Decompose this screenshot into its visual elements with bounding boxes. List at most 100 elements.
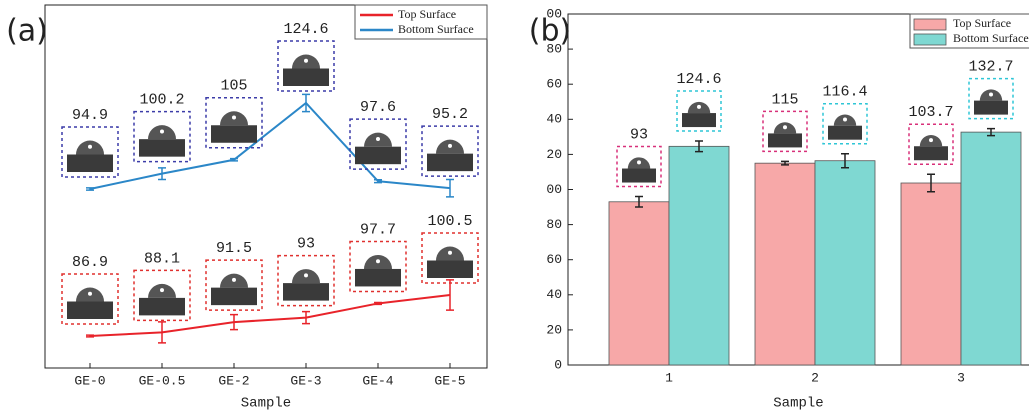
data-label: 124.6: [283, 21, 328, 38]
x-tick-label: 1: [665, 370, 673, 385]
drop-shine: [304, 59, 308, 63]
drop-shine: [697, 105, 701, 109]
drop-shine: [783, 125, 787, 129]
substrate: [139, 298, 185, 316]
substrate: [283, 69, 329, 87]
substrate: [67, 155, 113, 173]
data-label: 97.6: [360, 99, 396, 116]
data-label: 100.5: [427, 213, 472, 230]
drop-shine: [448, 251, 452, 255]
droplet-image: [763, 111, 807, 151]
legend-swatch: [914, 19, 946, 30]
drop-shine: [929, 138, 933, 142]
droplet-image: [350, 241, 406, 291]
bar: [961, 132, 1021, 365]
droplet-image: [350, 119, 406, 169]
substrate: [139, 139, 185, 157]
droplet-image: [62, 274, 118, 324]
substrate: [355, 269, 401, 287]
droplet-image: [206, 260, 262, 310]
x-tick-label: 2: [811, 370, 819, 385]
droplet-image: [909, 124, 953, 164]
droplet-image: [62, 127, 118, 177]
legend-label: Top Surface: [953, 16, 1011, 30]
drop-shine: [160, 129, 164, 133]
data-label: 93: [630, 126, 648, 143]
drop-shine: [989, 92, 993, 96]
y-tick-label: 80: [546, 217, 562, 232]
droplet-image: [422, 233, 478, 283]
data-label: 95.2: [432, 106, 468, 123]
substrate: [427, 154, 473, 172]
droplet-image: [422, 126, 478, 176]
x-tick-label: GE-2: [218, 373, 249, 388]
x-axis-label: Sample: [773, 396, 823, 411]
substrate: [914, 146, 948, 160]
droplet-image: [823, 104, 867, 144]
panel-label: (a): [6, 14, 48, 49]
droplet-image: [278, 256, 334, 306]
y-tick-label: 20: [546, 147, 562, 162]
error-bar: [302, 94, 310, 111]
y-tick-label: 0: [554, 357, 562, 372]
y-tick-label: 00: [546, 182, 562, 197]
y-tick-label: 80: [546, 42, 562, 57]
data-label: 97.7: [360, 221, 396, 238]
x-tick-label: GE-0: [74, 373, 105, 388]
legend-label: Bottom Surface: [398, 22, 474, 36]
substrate: [427, 261, 473, 279]
bar: [609, 202, 669, 365]
y-tick-label: 00: [546, 6, 562, 21]
bar: [755, 163, 815, 365]
data-label: 88.1: [144, 250, 180, 267]
substrate: [211, 288, 257, 306]
data-label: 94.9: [72, 107, 108, 124]
droplet-image: [617, 147, 661, 187]
data-label: 124.6: [676, 71, 721, 88]
legend-swatch: [914, 34, 946, 45]
data-label: 100.2: [139, 92, 184, 109]
data-label: 93: [297, 236, 315, 253]
x-tick-label: GE-5: [434, 373, 465, 388]
substrate: [211, 125, 257, 143]
drop-shine: [376, 259, 380, 263]
drop-shine: [843, 118, 847, 122]
x-tick-label: GE-4: [362, 373, 393, 388]
figure: (a)SampleGE-0GE-0.5GE-2GE-3GE-4GE-586.98…: [0, 0, 1029, 411]
droplet-image: [134, 270, 190, 320]
droplet-image: [677, 91, 721, 131]
data-label: 115: [771, 91, 798, 108]
substrate: [283, 283, 329, 301]
drop-shine: [160, 288, 164, 292]
substrate: [974, 101, 1008, 115]
data-label: 116.4: [822, 84, 867, 101]
drop-shine: [232, 116, 236, 120]
substrate: [355, 147, 401, 165]
x-tick-label: 3: [957, 370, 965, 385]
x-tick-label: GE-3: [290, 373, 321, 388]
droplet-image: [278, 41, 334, 91]
droplet-image: [206, 98, 262, 148]
droplet-image: [969, 79, 1013, 119]
drop-shine: [232, 278, 236, 282]
substrate: [768, 133, 802, 147]
drop-shine: [376, 137, 380, 141]
data-label: 103.7: [908, 104, 953, 121]
data-label: 132.7: [968, 59, 1013, 76]
legend-label: Top Surface: [398, 7, 456, 21]
bar: [901, 183, 961, 365]
y-tick-label: 60: [546, 252, 562, 267]
drop-shine: [88, 145, 92, 149]
substrate: [828, 126, 862, 140]
substrate: [682, 113, 716, 127]
data-label: 105: [220, 78, 247, 95]
substrate: [67, 302, 113, 320]
bar: [815, 161, 875, 365]
droplet-image: [134, 112, 190, 162]
drop-shine: [88, 292, 92, 296]
drop-shine: [637, 160, 641, 164]
drop-shine: [448, 144, 452, 148]
drop-shine: [304, 273, 308, 277]
x-tick-label: GE-0.5: [139, 373, 186, 388]
y-tick-label: 40: [546, 112, 562, 127]
